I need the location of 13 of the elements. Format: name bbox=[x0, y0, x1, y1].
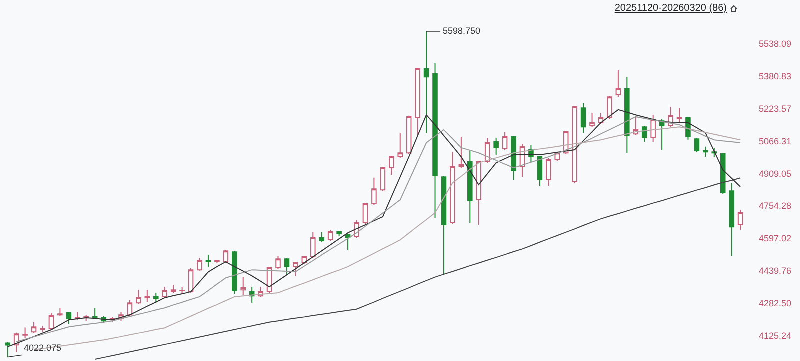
y-tick-label: 5223.57 bbox=[759, 104, 792, 114]
y-tick-label: 4597.02 bbox=[759, 234, 792, 244]
y-tick-label: 4125.24 bbox=[759, 331, 792, 342]
y-tick-label: 5066.31 bbox=[759, 136, 792, 147]
chart-title: 20251120-20260320 (86) bbox=[614, 3, 727, 14]
y-tick-label: 5538.09 bbox=[759, 39, 792, 50]
annotation: 4022.075 bbox=[24, 343, 62, 353]
y-tick-label: 5380.83 bbox=[759, 72, 792, 82]
y-tick-label: 4754.28 bbox=[759, 201, 792, 212]
y-tick-label: 4909.05 bbox=[759, 169, 792, 180]
y-tick-label: 4282.50 bbox=[759, 298, 792, 309]
annotation: 5598.750 bbox=[443, 26, 481, 36]
y-tick-label: 4439.76 bbox=[759, 266, 792, 276]
